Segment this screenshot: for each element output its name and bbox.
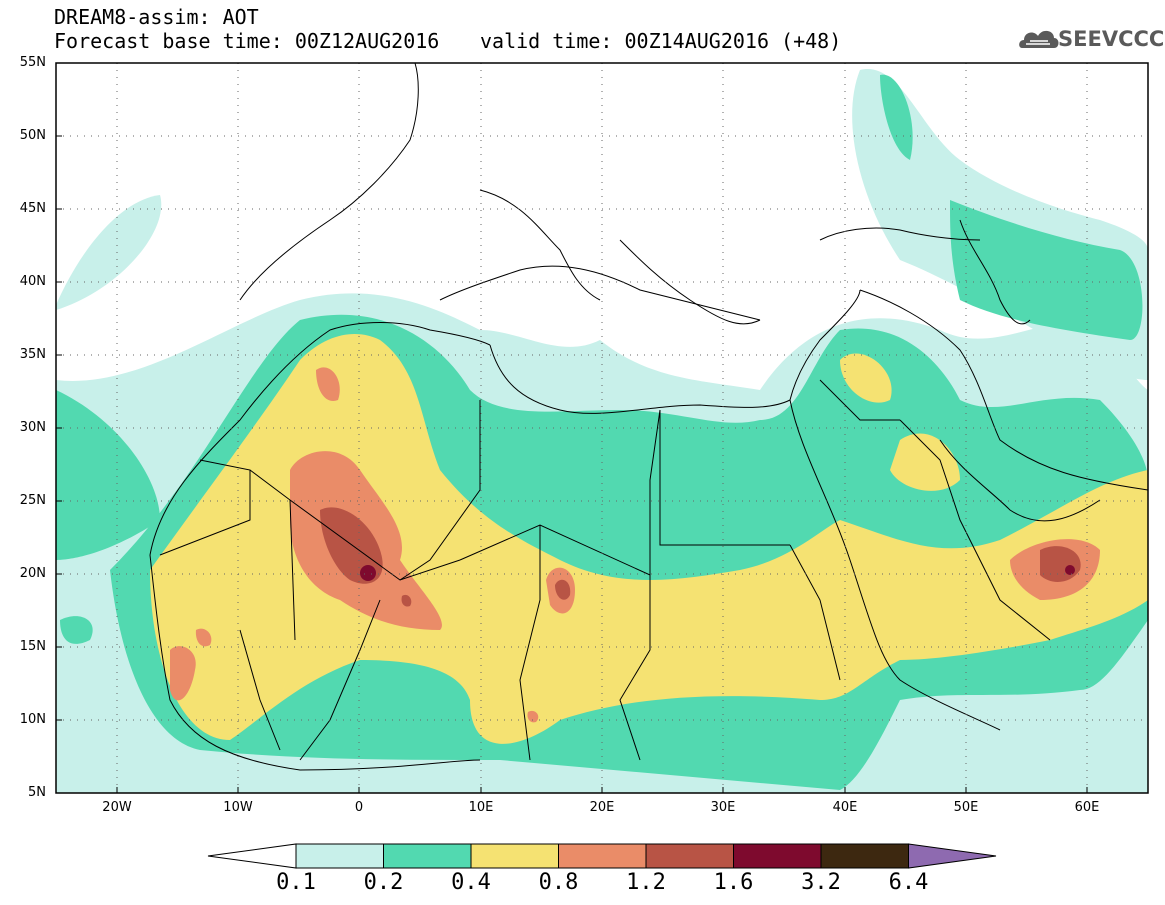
axis-ticks	[56, 62, 1088, 793]
colorbar-label: 0.8	[538, 870, 579, 895]
colorbar-high-arrow	[908, 843, 997, 869]
lat-label: 30N	[19, 420, 46, 435]
lat-label: 15N	[19, 639, 46, 654]
colorbar-bin-0.1	[295, 843, 384, 869]
lat-label: 25N	[19, 493, 46, 508]
lon-label: 40E	[832, 800, 858, 815]
colorbar-bin-3.2	[820, 843, 909, 869]
lat-label: 10N	[19, 712, 46, 727]
lat-label: 5N	[28, 785, 46, 800]
aot-0.4-region	[150, 334, 1148, 744]
colorbar-bin-1.2	[645, 843, 734, 869]
lat-label: 35N	[19, 347, 46, 362]
lat-label: 45N	[19, 201, 46, 216]
colorbar-label: 3.2	[801, 870, 841, 895]
coastlines	[149, 63, 1148, 771]
colorbar-bin-0.4	[470, 843, 559, 869]
logo-text: SEEVCCC	[1058, 27, 1165, 51]
lon-label: 20W	[102, 800, 132, 815]
aot-1.6-region	[360, 565, 1075, 581]
lon-label: 0	[354, 800, 364, 815]
forecast-base-time: Forecast base time: 00Z12AUG2016	[54, 29, 440, 53]
colorbar-low-arrow	[207, 843, 297, 869]
colorbar-label: 0.1	[276, 870, 316, 895]
colorbar-bin-1.6	[733, 843, 822, 869]
lon-label: 60E	[1074, 800, 1100, 815]
lat-label: 40N	[19, 274, 46, 289]
colorbar-bin-0.2	[383, 843, 472, 869]
colorbar-label: 1.2	[626, 870, 666, 895]
country-borders	[159, 379, 1051, 761]
colorbar-label: 6.4	[888, 870, 929, 895]
valid-time: valid time: 00Z14AUG2016 (+48)	[480, 29, 842, 53]
cloud-logo-icon	[1019, 30, 1059, 48]
colorbar-label: 0.4	[451, 870, 491, 895]
lon-label: 30E	[710, 800, 736, 815]
lat-label: 55N	[19, 55, 46, 70]
lon-label: 10E	[468, 800, 494, 815]
lat-label: 20N	[19, 566, 46, 581]
lat-label: 50N	[19, 128, 46, 143]
aot-1.2-region	[320, 507, 1081, 607]
lon-label: 20E	[589, 800, 615, 815]
map-title: DREAM8-assim: AOT	[54, 5, 259, 29]
colorbar	[207, 843, 997, 869]
graticule	[56, 63, 1148, 793]
lon-label: 50E	[953, 800, 979, 815]
colorbar-label: 0.2	[363, 870, 404, 895]
aot-0.8-region	[170, 367, 1100, 723]
lon-label: 10W	[223, 800, 253, 815]
colorbar-bin-0.8	[558, 843, 647, 869]
colorbar-label: 1.6	[713, 870, 754, 895]
